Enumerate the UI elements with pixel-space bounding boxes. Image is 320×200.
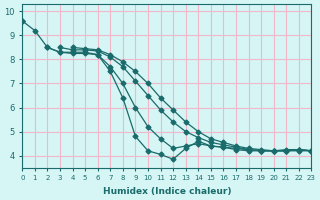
X-axis label: Humidex (Indice chaleur): Humidex (Indice chaleur) xyxy=(103,187,231,196)
